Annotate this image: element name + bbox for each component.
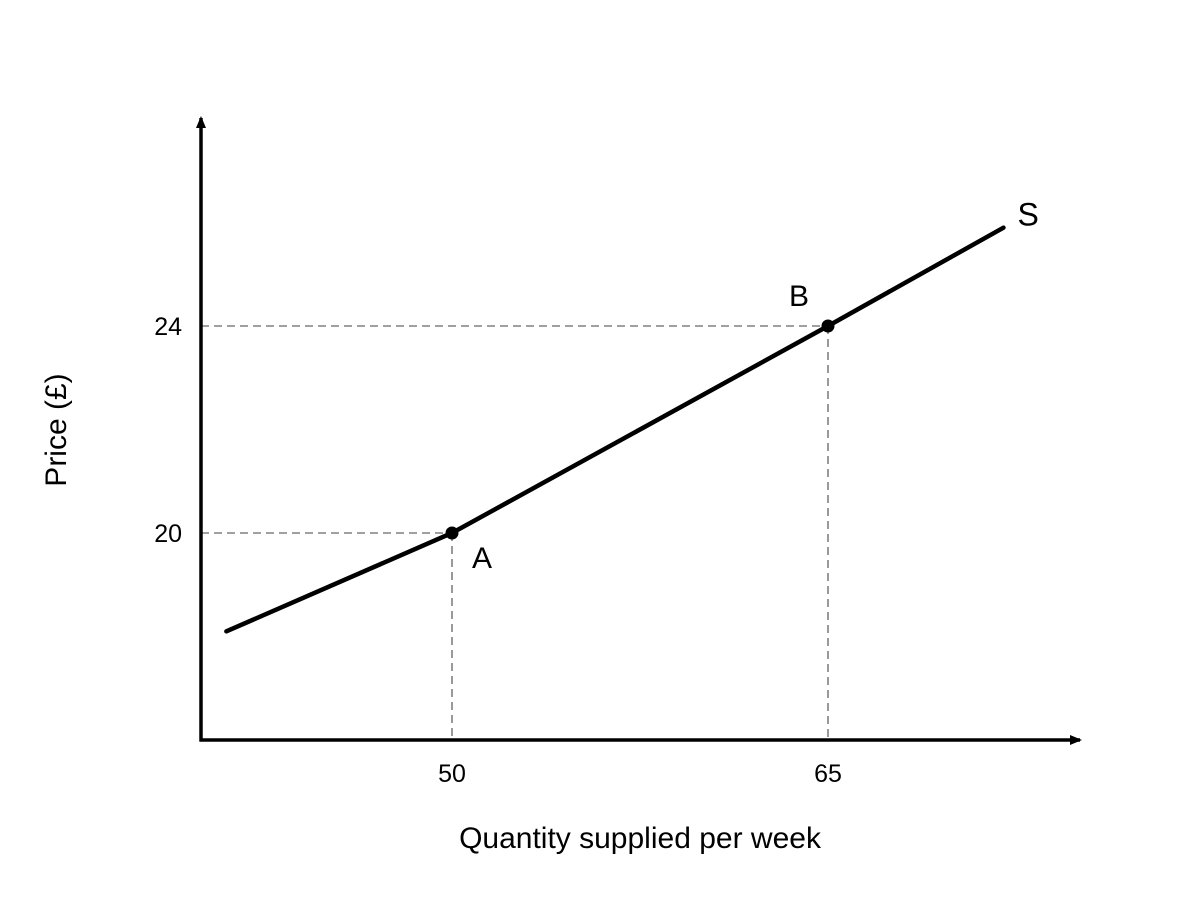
point-b (821, 319, 835, 333)
x-axis-label: Quantity supplied per week (459, 822, 822, 855)
y-tick-label: 20 (154, 520, 182, 548)
x-tick-label: 50 (438, 760, 466, 788)
point-label-b: B (789, 280, 809, 313)
series-label-s: S (1017, 197, 1038, 233)
tick-labels: 50 65 20 24 (154, 313, 842, 788)
series-layer: S (224, 197, 1039, 634)
x-tick-label: 65 (814, 760, 842, 788)
supply-curve-line (224, 225, 1006, 634)
y-tick-label: 24 (154, 313, 182, 341)
guide-lines (201, 325, 829, 740)
y-axis-label: Price (£) (40, 373, 73, 486)
point-a (445, 526, 459, 540)
point-label-a: A (472, 542, 492, 575)
points-layer: AB (445, 280, 835, 575)
axes (196, 116, 1082, 745)
